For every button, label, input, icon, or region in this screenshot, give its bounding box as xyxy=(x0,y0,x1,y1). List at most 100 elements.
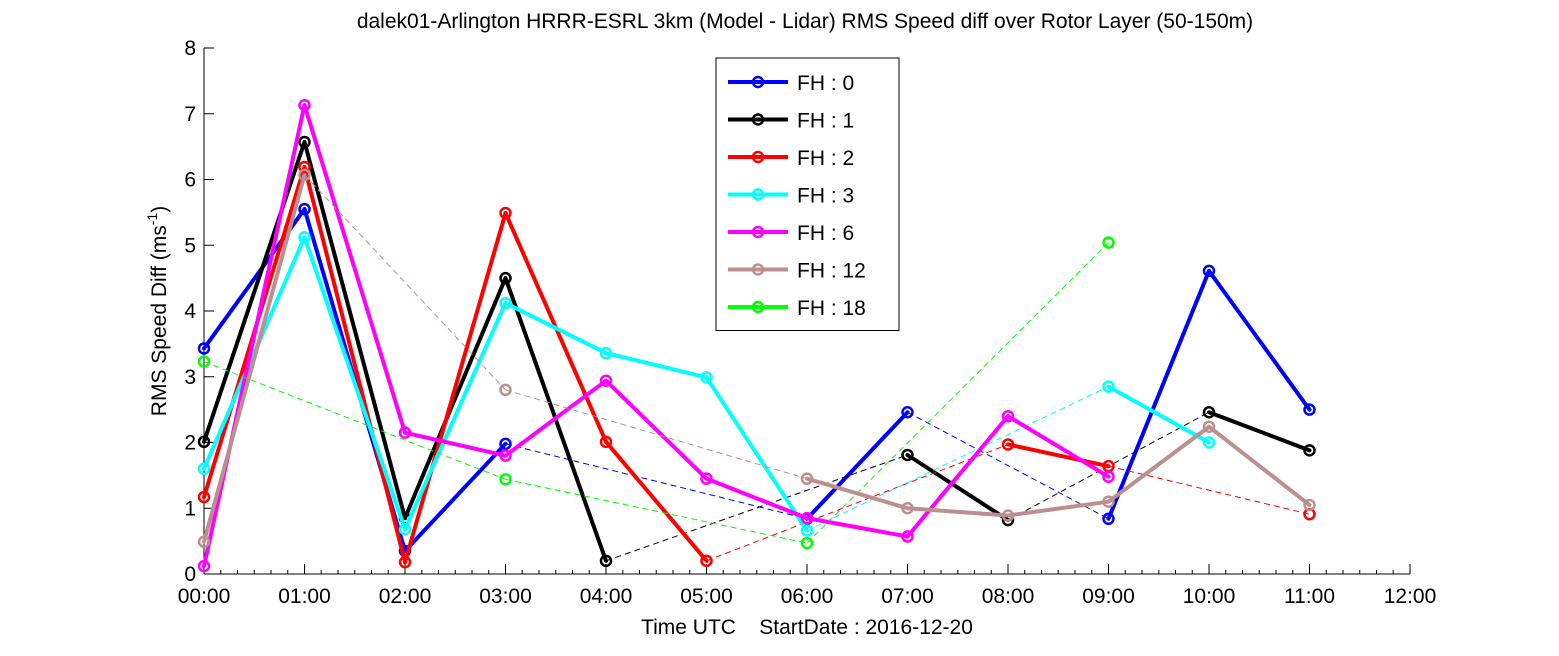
y-tick-label: 0 xyxy=(184,563,196,586)
data-point xyxy=(1202,436,1216,449)
data-point xyxy=(1102,236,1115,249)
series-line-segment xyxy=(302,103,407,435)
legend: FH : 0 FH : 1 FH : 2 FH : 3 FH : 6 FH : 12 FH … xyxy=(715,57,900,331)
series-line-segment xyxy=(1207,410,1312,453)
series-gap-segment xyxy=(505,478,808,544)
data-point xyxy=(599,554,613,568)
legend-marker xyxy=(751,75,765,89)
y-axis-label-close: ) xyxy=(148,206,171,213)
series-line-segment xyxy=(503,301,608,356)
data-point xyxy=(398,426,412,439)
x-axis-label: Time UTC StartDate : 2016-12-20 xyxy=(641,616,973,639)
data-point xyxy=(599,346,613,360)
series-line-segment xyxy=(1006,414,1111,479)
data-point xyxy=(1202,406,1216,419)
legend-label: FH : 18 xyxy=(797,297,866,320)
data-point xyxy=(901,502,914,515)
legend-marker xyxy=(751,300,765,314)
data-point xyxy=(901,530,914,543)
series-gap-segment xyxy=(505,389,808,480)
series-line-segment xyxy=(1106,424,1211,504)
legend-marker xyxy=(751,225,765,239)
data-point xyxy=(1102,380,1115,393)
data-point xyxy=(499,383,512,397)
x-tick-label: 12:00 xyxy=(1384,585,1437,608)
x-tick-label: 01:00 xyxy=(278,585,331,608)
data-point xyxy=(800,524,814,537)
y-tick-label: 2 xyxy=(184,432,196,455)
data-point xyxy=(298,168,311,182)
x-tick-label: 05:00 xyxy=(680,585,733,608)
data-point xyxy=(197,559,211,573)
data-point xyxy=(398,523,412,536)
series-line-segment xyxy=(905,414,1010,539)
series-line-segment xyxy=(805,410,910,521)
series-line-segment xyxy=(1006,499,1111,518)
x-tick-label: 03:00 xyxy=(479,585,532,608)
data-point xyxy=(901,448,914,462)
legend-marker xyxy=(751,263,765,276)
series-gap-segment xyxy=(304,174,506,391)
x-tick-label: 04:00 xyxy=(580,585,633,608)
series-4 xyxy=(197,98,1115,573)
data-point xyxy=(901,406,914,419)
legend-label: FH : 1 xyxy=(797,110,854,133)
legend-marker xyxy=(751,150,765,164)
data-point xyxy=(1102,495,1115,508)
series-line-segment xyxy=(1106,268,1211,521)
data-point xyxy=(700,472,713,485)
data-point xyxy=(398,555,412,569)
series-line-segment xyxy=(1207,268,1312,412)
series-line-segment xyxy=(202,172,307,544)
series-line-segment xyxy=(704,375,809,533)
data-point xyxy=(298,160,311,174)
series-gap-segment xyxy=(907,411,1109,520)
data-point xyxy=(800,536,814,550)
data-point xyxy=(499,271,512,285)
y-tick-label: 6 xyxy=(184,169,196,192)
data-point xyxy=(298,135,311,149)
y-axis-label: RMS Speed Diff (ms-1) xyxy=(144,206,171,416)
series-line-segment xyxy=(604,351,709,380)
series-gap-segment xyxy=(505,443,808,520)
legend-marker xyxy=(751,188,765,201)
data-point xyxy=(1102,470,1115,483)
x-tick-label: 07:00 xyxy=(881,585,934,608)
series-line-segment xyxy=(905,506,1010,518)
y-axis-label-main: RMS Speed Diff (ms xyxy=(148,225,171,416)
series-line-segment xyxy=(403,276,508,521)
x-tick-label: 00:00 xyxy=(178,585,231,608)
legend-label: FH : 2 xyxy=(797,147,854,170)
data-point xyxy=(499,449,512,462)
data-point xyxy=(1001,438,1015,451)
series-gap-segment xyxy=(806,242,1109,544)
data-point xyxy=(700,554,713,568)
series-line-segment xyxy=(403,211,508,565)
data-point xyxy=(197,342,211,355)
data-point xyxy=(599,374,613,387)
x-ticks: 00:00 01:00 02:00 03:00 04:00 05:00 06:00 07:00… xyxy=(178,564,1437,608)
series-line-segment xyxy=(403,301,508,532)
x-tick-label: 11:00 xyxy=(1284,585,1335,608)
x-tick-label: 06:00 xyxy=(781,585,834,608)
series-line-segment xyxy=(604,439,709,563)
data-point xyxy=(1102,512,1115,526)
legend-marker xyxy=(751,113,765,126)
series-line-segment xyxy=(302,235,407,532)
series-gap-segment xyxy=(203,361,506,480)
series-line-segment xyxy=(403,430,508,458)
y-tick-label: 5 xyxy=(184,234,196,257)
data-point xyxy=(1001,409,1015,423)
series-gap-segment xyxy=(605,454,908,562)
series-line-segment xyxy=(1006,442,1111,469)
x-tick-label: 10:00 xyxy=(1183,585,1236,608)
series-layer xyxy=(197,98,1316,573)
series-line-segment xyxy=(704,476,809,521)
chart-title: dalek01-Arlington HRRR-ESRL 3km (Model -… xyxy=(357,10,1253,33)
x-tick-label: 09:00 xyxy=(1082,585,1135,608)
y-tick-label: 7 xyxy=(184,103,196,126)
data-point xyxy=(197,435,211,449)
y-tick-label: 4 xyxy=(184,300,196,323)
data-point xyxy=(499,473,512,486)
data-point xyxy=(1303,403,1316,416)
